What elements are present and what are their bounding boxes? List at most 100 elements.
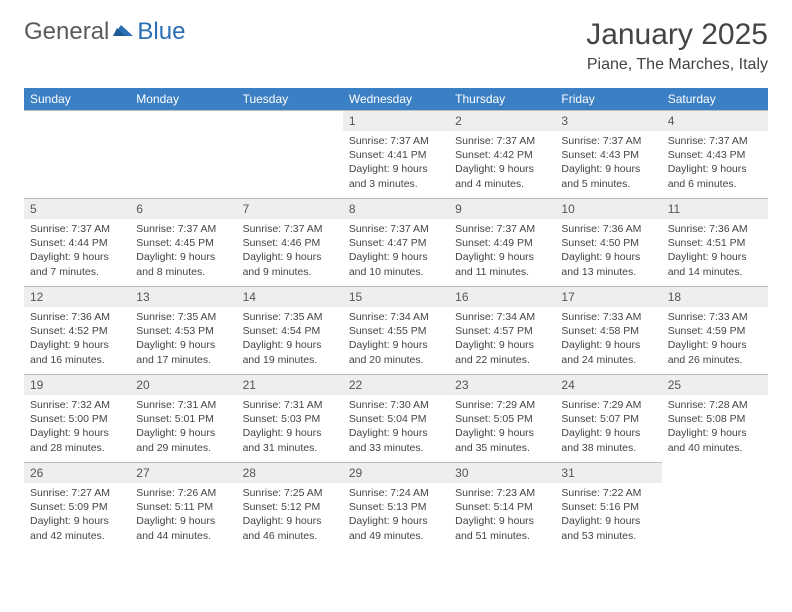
- day-number: 3: [555, 111, 661, 131]
- day-details: Sunrise: 7:36 AMSunset: 4:51 PMDaylight:…: [662, 219, 768, 285]
- calendar-cell: 29Sunrise: 7:24 AMSunset: 5:13 PMDayligh…: [343, 462, 449, 550]
- day-details: Sunrise: 7:31 AMSunset: 5:01 PMDaylight:…: [130, 395, 236, 461]
- month-title: January 2025: [586, 18, 768, 52]
- day-details: Sunrise: 7:37 AMSunset: 4:43 PMDaylight:…: [555, 131, 661, 197]
- calendar-cell: 17Sunrise: 7:33 AMSunset: 4:58 PMDayligh…: [555, 286, 661, 374]
- day-details: Sunrise: 7:33 AMSunset: 4:59 PMDaylight:…: [662, 307, 768, 373]
- calendar-cell: 9Sunrise: 7:37 AMSunset: 4:49 PMDaylight…: [449, 198, 555, 286]
- day-number: 15: [343, 287, 449, 307]
- day-number: 16: [449, 287, 555, 307]
- day-number: 27: [130, 463, 236, 483]
- title-block: January 2025 Piane, The Marches, Italy: [586, 18, 768, 74]
- calendar-cell: 26Sunrise: 7:27 AMSunset: 5:09 PMDayligh…: [24, 462, 130, 550]
- day-number: 18: [662, 287, 768, 307]
- day-number: 4: [662, 111, 768, 131]
- weekday-header: Saturday: [662, 88, 768, 110]
- day-details: Sunrise: 7:30 AMSunset: 5:04 PMDaylight:…: [343, 395, 449, 461]
- day-details: Sunrise: 7:34 AMSunset: 4:55 PMDaylight:…: [343, 307, 449, 373]
- calendar-cell: 5Sunrise: 7:37 AMSunset: 4:44 PMDaylight…: [24, 198, 130, 286]
- calendar-cell: 1Sunrise: 7:37 AMSunset: 4:41 PMDaylight…: [343, 110, 449, 198]
- calendar-cell-empty: [130, 110, 236, 198]
- day-details: Sunrise: 7:37 AMSunset: 4:46 PMDaylight:…: [237, 219, 343, 285]
- calendar-cell: 7Sunrise: 7:37 AMSunset: 4:46 PMDaylight…: [237, 198, 343, 286]
- day-number: 1: [343, 111, 449, 131]
- weekday-header: Wednesday: [343, 88, 449, 110]
- weekday-header: Tuesday: [237, 88, 343, 110]
- calendar-cell: 2Sunrise: 7:37 AMSunset: 4:42 PMDaylight…: [449, 110, 555, 198]
- day-number: 22: [343, 375, 449, 395]
- day-details: Sunrise: 7:26 AMSunset: 5:11 PMDaylight:…: [130, 483, 236, 549]
- calendar-cell: 13Sunrise: 7:35 AMSunset: 4:53 PMDayligh…: [130, 286, 236, 374]
- day-details: Sunrise: 7:27 AMSunset: 5:09 PMDaylight:…: [24, 483, 130, 549]
- day-details: Sunrise: 7:24 AMSunset: 5:13 PMDaylight:…: [343, 483, 449, 549]
- day-number: 5: [24, 199, 130, 219]
- day-details: Sunrise: 7:37 AMSunset: 4:44 PMDaylight:…: [24, 219, 130, 285]
- calendar-cell: 30Sunrise: 7:23 AMSunset: 5:14 PMDayligh…: [449, 462, 555, 550]
- day-number: 31: [555, 463, 661, 483]
- calendar-cell: 20Sunrise: 7:31 AMSunset: 5:01 PMDayligh…: [130, 374, 236, 462]
- calendar-cell: 25Sunrise: 7:28 AMSunset: 5:08 PMDayligh…: [662, 374, 768, 462]
- day-details: Sunrise: 7:28 AMSunset: 5:08 PMDaylight:…: [662, 395, 768, 461]
- calendar-cell: 23Sunrise: 7:29 AMSunset: 5:05 PMDayligh…: [449, 374, 555, 462]
- calendar-cell: 15Sunrise: 7:34 AMSunset: 4:55 PMDayligh…: [343, 286, 449, 374]
- calendar-cell: 4Sunrise: 7:37 AMSunset: 4:43 PMDaylight…: [662, 110, 768, 198]
- day-details: Sunrise: 7:37 AMSunset: 4:43 PMDaylight:…: [662, 131, 768, 197]
- calendar-cell: 21Sunrise: 7:31 AMSunset: 5:03 PMDayligh…: [237, 374, 343, 462]
- day-number: 23: [449, 375, 555, 395]
- calendar-cell: 14Sunrise: 7:35 AMSunset: 4:54 PMDayligh…: [237, 286, 343, 374]
- calendar-cell: 12Sunrise: 7:36 AMSunset: 4:52 PMDayligh…: [24, 286, 130, 374]
- calendar-cell: 28Sunrise: 7:25 AMSunset: 5:12 PMDayligh…: [237, 462, 343, 550]
- flag-icon: [113, 21, 135, 44]
- weekday-header: Monday: [130, 88, 236, 110]
- calendar-cell: 27Sunrise: 7:26 AMSunset: 5:11 PMDayligh…: [130, 462, 236, 550]
- brand-part1: General: [24, 18, 109, 46]
- day-number: 12: [24, 287, 130, 307]
- day-details: Sunrise: 7:31 AMSunset: 5:03 PMDaylight:…: [237, 395, 343, 461]
- calendar-cell: 18Sunrise: 7:33 AMSunset: 4:59 PMDayligh…: [662, 286, 768, 374]
- calendar-cell: 10Sunrise: 7:36 AMSunset: 4:50 PMDayligh…: [555, 198, 661, 286]
- calendar-cell: 11Sunrise: 7:36 AMSunset: 4:51 PMDayligh…: [662, 198, 768, 286]
- day-details: Sunrise: 7:33 AMSunset: 4:58 PMDaylight:…: [555, 307, 661, 373]
- calendar-grid: SundayMondayTuesdayWednesdayThursdayFrid…: [24, 88, 768, 550]
- day-number: 10: [555, 199, 661, 219]
- day-number: 6: [130, 199, 236, 219]
- calendar-cell-empty: [24, 110, 130, 198]
- day-number: 7: [237, 199, 343, 219]
- calendar-cell: 3Sunrise: 7:37 AMSunset: 4:43 PMDaylight…: [555, 110, 661, 198]
- calendar-cell: 6Sunrise: 7:37 AMSunset: 4:45 PMDaylight…: [130, 198, 236, 286]
- day-number: 2: [449, 111, 555, 131]
- location-text: Piane, The Marches, Italy: [586, 56, 768, 74]
- day-details: Sunrise: 7:23 AMSunset: 5:14 PMDaylight:…: [449, 483, 555, 549]
- day-number: 9: [449, 199, 555, 219]
- page-header: General Blue January 2025 Piane, The Mar…: [24, 18, 768, 74]
- day-number: 19: [24, 375, 130, 395]
- day-number: 30: [449, 463, 555, 483]
- day-number: 13: [130, 287, 236, 307]
- brand-part2: Blue: [137, 18, 185, 46]
- weekday-header: Sunday: [24, 88, 130, 110]
- day-number: 17: [555, 287, 661, 307]
- day-details: Sunrise: 7:22 AMSunset: 5:16 PMDaylight:…: [555, 483, 661, 549]
- day-details: Sunrise: 7:29 AMSunset: 5:07 PMDaylight:…: [555, 395, 661, 461]
- day-details: Sunrise: 7:35 AMSunset: 4:53 PMDaylight:…: [130, 307, 236, 373]
- day-details: Sunrise: 7:37 AMSunset: 4:47 PMDaylight:…: [343, 219, 449, 285]
- day-details: Sunrise: 7:37 AMSunset: 4:42 PMDaylight:…: [449, 131, 555, 197]
- day-number: 24: [555, 375, 661, 395]
- day-number: 20: [130, 375, 236, 395]
- calendar-cell: 8Sunrise: 7:37 AMSunset: 4:47 PMDaylight…: [343, 198, 449, 286]
- day-number: 29: [343, 463, 449, 483]
- day-details: Sunrise: 7:36 AMSunset: 4:50 PMDaylight:…: [555, 219, 661, 285]
- day-number: 21: [237, 375, 343, 395]
- calendar-cell: 22Sunrise: 7:30 AMSunset: 5:04 PMDayligh…: [343, 374, 449, 462]
- day-details: Sunrise: 7:37 AMSunset: 4:41 PMDaylight:…: [343, 131, 449, 197]
- calendar-cell-empty: [237, 110, 343, 198]
- calendar-cell: 16Sunrise: 7:34 AMSunset: 4:57 PMDayligh…: [449, 286, 555, 374]
- day-details: Sunrise: 7:32 AMSunset: 5:00 PMDaylight:…: [24, 395, 130, 461]
- day-details: Sunrise: 7:37 AMSunset: 4:49 PMDaylight:…: [449, 219, 555, 285]
- day-details: Sunrise: 7:29 AMSunset: 5:05 PMDaylight:…: [449, 395, 555, 461]
- day-details: Sunrise: 7:25 AMSunset: 5:12 PMDaylight:…: [237, 483, 343, 549]
- day-number: 14: [237, 287, 343, 307]
- calendar-cell: 19Sunrise: 7:32 AMSunset: 5:00 PMDayligh…: [24, 374, 130, 462]
- day-details: Sunrise: 7:36 AMSunset: 4:52 PMDaylight:…: [24, 307, 130, 373]
- day-details: Sunrise: 7:35 AMSunset: 4:54 PMDaylight:…: [237, 307, 343, 373]
